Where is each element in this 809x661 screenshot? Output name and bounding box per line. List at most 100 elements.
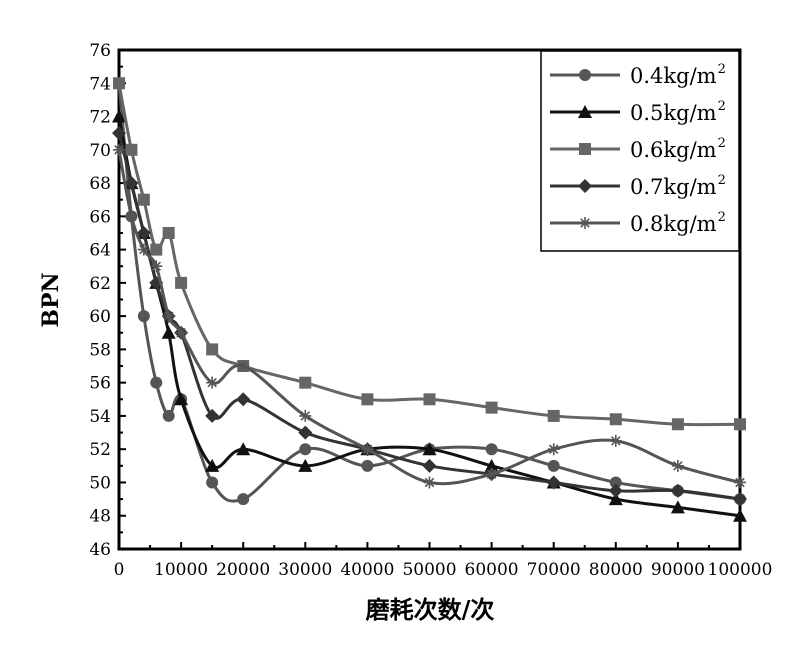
data-point-4 — [423, 476, 436, 489]
y-tick-label: 64 — [89, 241, 111, 261]
x-tick-label: 30000 — [278, 560, 332, 580]
data-point-2 — [485, 401, 498, 414]
data-point-4 — [547, 443, 560, 456]
data-point-1 — [422, 442, 437, 456]
data-point-0 — [162, 409, 175, 422]
data-point-2 — [671, 418, 684, 431]
x-tick-label: 40000 — [340, 560, 394, 580]
x-tick-label: 90000 — [651, 560, 705, 580]
data-point-4 — [299, 409, 312, 422]
data-point-4 — [150, 260, 163, 273]
data-point-1 — [733, 508, 747, 522]
y-tick-label: 50 — [89, 473, 111, 493]
legend-label-3: 0.7kg/m — [630, 175, 717, 199]
legend-box — [540, 50, 740, 252]
legend-label-sup-1: 2 — [718, 99, 726, 114]
data-point-2 — [125, 143, 138, 156]
y-tick-label: 52 — [89, 440, 111, 460]
data-point-2 — [137, 193, 150, 206]
y-tick-label: 48 — [89, 507, 111, 527]
x-tick-label: 60000 — [465, 560, 519, 580]
data-point-3 — [236, 392, 251, 407]
x-tick-label: 70000 — [527, 560, 581, 580]
y-tick-label: 76 — [89, 41, 111, 61]
data-point-1 — [205, 458, 220, 472]
data-point-2 — [113, 77, 125, 90]
data-point-4 — [175, 326, 188, 339]
data-point-2 — [150, 243, 163, 256]
data-point-3 — [733, 492, 747, 507]
data-point-4 — [113, 143, 125, 156]
x-tick-label: 10000 — [154, 560, 208, 580]
legend-marker-2 — [579, 143, 591, 155]
series-line-4 — [117, 149, 741, 486]
y-tick-label: 46 — [89, 540, 111, 560]
legend-label-1: 0.5kg/m — [630, 101, 717, 125]
data-point-1 — [608, 492, 623, 506]
data-point-0 — [150, 376, 163, 389]
data-point-2 — [299, 376, 312, 389]
data-point-3 — [422, 458, 437, 473]
data-point-4 — [734, 476, 746, 489]
data-point-1 — [298, 458, 313, 472]
legend-marker-3 — [578, 179, 592, 193]
data-point-1 — [484, 458, 499, 472]
data-point-2 — [547, 409, 560, 422]
data-point-1 — [174, 392, 189, 406]
data-point-3 — [112, 126, 126, 141]
data-point-2 — [361, 393, 374, 406]
data-point-1 — [161, 325, 176, 339]
y-tick-label: 56 — [89, 374, 111, 394]
data-point-0 — [137, 310, 150, 323]
data-point-4 — [237, 360, 250, 373]
data-point-4 — [137, 243, 150, 256]
series-line-3 — [117, 132, 741, 501]
legend-label-sup-4: 2 — [718, 210, 726, 225]
y-tick-label: 58 — [89, 340, 111, 360]
data-point-4 — [125, 210, 138, 223]
y-tick-label: 66 — [89, 207, 111, 227]
data-point-0 — [547, 459, 560, 472]
y-tick-label: 54 — [89, 407, 111, 427]
y-tick-label: 72 — [89, 108, 111, 128]
data-point-4 — [206, 376, 219, 389]
x-tick-label: 50000 — [402, 560, 456, 580]
x-tick-label: 80000 — [589, 560, 643, 580]
data-point-2 — [175, 276, 188, 289]
y-tick-label: 70 — [89, 141, 111, 161]
data-point-2 — [423, 393, 436, 406]
data-point-3 — [546, 475, 561, 490]
legend-label-sup-2: 2 — [718, 136, 726, 151]
data-point-0 — [299, 443, 312, 456]
data-point-2 — [609, 413, 622, 426]
x-tick-label: 100000 — [708, 560, 773, 580]
data-point-3 — [124, 176, 139, 191]
data-point-4 — [671, 459, 684, 472]
data-point-4 — [485, 468, 498, 481]
legend-label-4: 0.8kg/m — [630, 212, 717, 236]
data-point-1 — [112, 109, 126, 123]
data-point-0 — [609, 476, 622, 489]
data-point-4 — [609, 434, 622, 447]
legend-label-0: 0.4kg/m — [630, 64, 717, 88]
data-point-3 — [608, 483, 623, 498]
x-tick-label: 0 — [114, 560, 125, 580]
legend-marker-4 — [579, 217, 591, 229]
series-line-2 — [117, 82, 741, 427]
data-point-2 — [734, 418, 746, 431]
data-point-1 — [236, 442, 251, 456]
data-point-0 — [361, 459, 374, 472]
y-tick-label: 68 — [89, 174, 111, 194]
data-point-3 — [298, 425, 313, 440]
data-point-3 — [136, 225, 151, 240]
legend-label-sup-0: 2 — [718, 62, 726, 77]
data-point-4 — [361, 443, 374, 456]
data-point-2 — [206, 343, 219, 356]
y-tick-label: 60 — [89, 307, 111, 327]
data-point-3 — [205, 408, 220, 423]
legend-label-sup-3: 2 — [718, 173, 726, 188]
legend-marker-0 — [579, 69, 591, 81]
legend-label-2: 0.6kg/m — [630, 138, 717, 162]
